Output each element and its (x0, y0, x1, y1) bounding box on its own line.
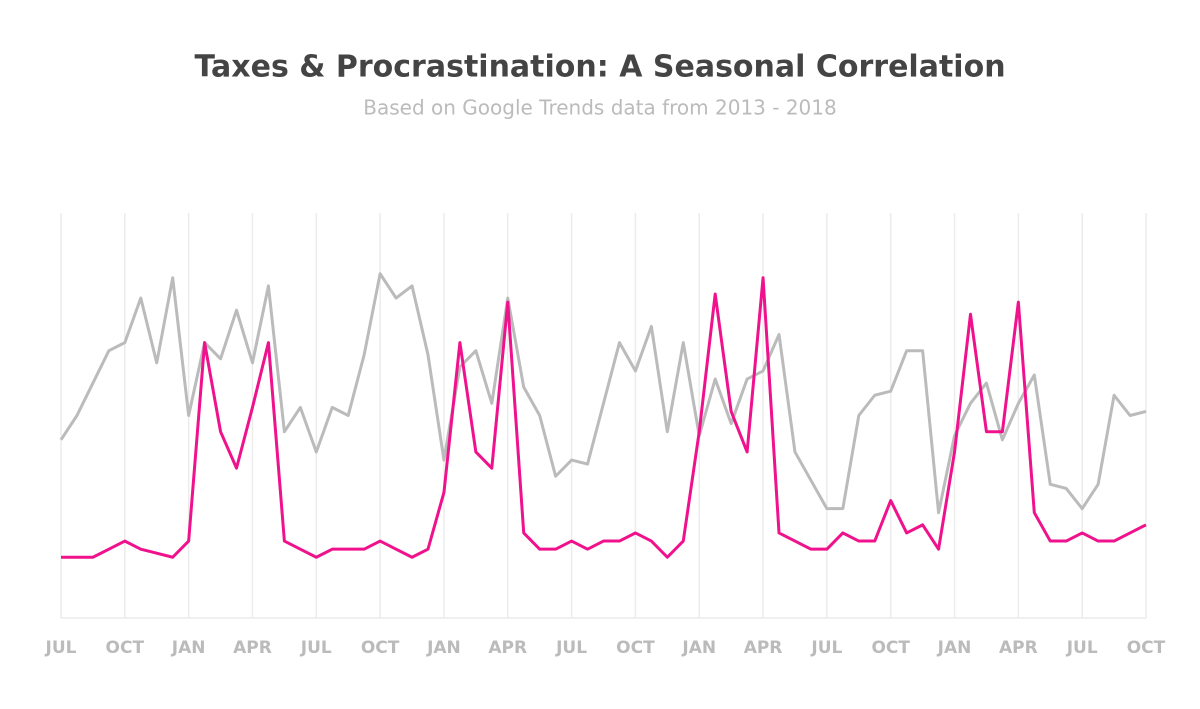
x-tick-label: JAN (426, 638, 461, 658)
x-tick-label: APR (233, 638, 272, 658)
x-tick-label: APR (999, 638, 1038, 658)
x-tick-label: JUL (810, 638, 842, 658)
chart-subtitle: Based on Google Trends data from 2013 - … (363, 96, 836, 120)
x-tick-label: APR (488, 638, 527, 658)
x-tick-label: JUL (45, 638, 77, 658)
x-tick-label: OCT (106, 638, 145, 658)
x-tick-label: OCT (1127, 638, 1166, 658)
x-tick-label: OCT (616, 638, 655, 658)
x-tick-label: JAN (937, 638, 972, 658)
x-tick-label: JUL (555, 638, 587, 658)
x-tick-label: JAN (171, 638, 206, 658)
x-tick-label: JUL (300, 638, 332, 658)
x-tick-label: OCT (871, 638, 910, 658)
x-tick-label: JAN (681, 638, 716, 658)
series-line (61, 276, 1147, 559)
series-line (59, 272, 1147, 515)
x-tick-label: JUL (1066, 638, 1098, 658)
x-tick-label: APR (744, 638, 783, 658)
chart-title: Taxes & Procrastination: A Seasonal Corr… (194, 50, 1005, 85)
x-tick-label: OCT (361, 638, 400, 658)
